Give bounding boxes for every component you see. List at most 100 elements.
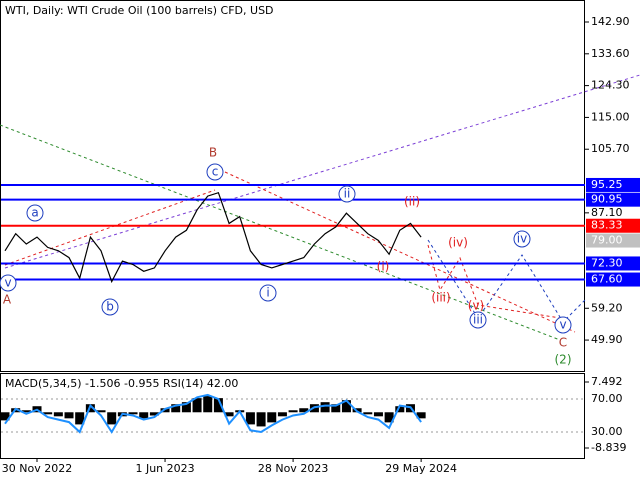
wave-label: ii bbox=[344, 187, 351, 201]
level-label: 67.60 bbox=[591, 273, 623, 286]
wave-label: v bbox=[559, 318, 566, 332]
rsi-line bbox=[4, 393, 422, 434]
macd-bar bbox=[53, 412, 63, 417]
y-tick-label: 49.90 bbox=[591, 333, 623, 346]
trend-line bbox=[0, 124, 561, 341]
wave-label: C bbox=[559, 336, 567, 350]
y2-tick-label: 30.00 bbox=[591, 425, 623, 438]
y-tick-label: 7.492 bbox=[591, 375, 623, 388]
x-tick-label: 1 Jun 2023 bbox=[135, 462, 194, 475]
level-label-box bbox=[586, 192, 640, 207]
wave-label: iv bbox=[517, 232, 527, 246]
wave-label-circle bbox=[338, 185, 356, 203]
wave-label-circle bbox=[513, 230, 531, 248]
wave-label: c bbox=[212, 165, 219, 179]
macd-bar bbox=[267, 412, 277, 423]
main-panel-frame bbox=[0, 0, 585, 372]
wave-label-circle bbox=[206, 163, 224, 181]
level-label: 83.33 bbox=[591, 219, 623, 232]
price-line bbox=[4, 191, 422, 284]
level-label: 79.00 bbox=[591, 234, 623, 247]
wave-label-circle bbox=[259, 284, 277, 302]
x-tick-label: 30 Nov 2022 bbox=[2, 462, 72, 475]
indicator-title: MACD(5,34,5) -1.506 -0.955 RSI(14) 42.00 bbox=[5, 377, 238, 390]
wave-label: B bbox=[209, 146, 217, 160]
level-label-box bbox=[586, 256, 640, 271]
macd-bar bbox=[384, 412, 394, 423]
wave-label: i bbox=[266, 286, 269, 300]
wave-label: (ii) bbox=[404, 195, 420, 209]
macd-bar bbox=[43, 412, 53, 415]
wave-lines bbox=[0, 74, 640, 341]
macd-bar bbox=[107, 412, 117, 425]
macd-bar bbox=[181, 402, 191, 413]
trend-line bbox=[4, 189, 216, 266]
wave-label: b bbox=[106, 300, 114, 314]
wave-label: (v) bbox=[468, 299, 484, 313]
level-label-box bbox=[586, 218, 640, 233]
level-label-box bbox=[586, 177, 640, 192]
macd-bar bbox=[331, 404, 341, 413]
level-label: 72.30 bbox=[591, 256, 623, 269]
macd-bar bbox=[149, 412, 159, 416]
wave-label: (iii) bbox=[431, 291, 450, 305]
macd-bar bbox=[64, 412, 74, 419]
wave-label-circle bbox=[101, 298, 119, 316]
y-tick-label: 105.70 bbox=[591, 142, 630, 155]
macd-bar bbox=[0, 412, 10, 421]
y-tick-label: 142.90 bbox=[591, 15, 630, 28]
macd-bar bbox=[75, 412, 85, 425]
macd-bar bbox=[213, 398, 223, 413]
macd-bar bbox=[96, 410, 106, 413]
macd-bar bbox=[256, 412, 266, 427]
y-tick-label: 87.10 bbox=[591, 206, 623, 219]
wave-label-circle bbox=[26, 204, 44, 222]
wave-label-circle bbox=[554, 316, 572, 334]
macd-bar bbox=[320, 402, 330, 413]
macd-bar bbox=[341, 400, 351, 413]
macd-bar bbox=[373, 412, 383, 417]
wave-label-circle bbox=[0, 274, 17, 292]
macd-bar bbox=[363, 412, 373, 415]
wave-label: (2) bbox=[555, 353, 572, 367]
macd-bar bbox=[192, 398, 202, 413]
y-tick-label: 59.20 bbox=[591, 301, 623, 314]
y-tick-label: 115.00 bbox=[591, 110, 630, 123]
wave-label: (iv) bbox=[448, 236, 468, 250]
macd-bar bbox=[128, 412, 138, 415]
macd-bar bbox=[171, 404, 181, 413]
macd-bar bbox=[299, 408, 309, 413]
wave-label: A bbox=[3, 293, 12, 307]
level-label-box bbox=[586, 272, 640, 287]
macd-bar bbox=[160, 408, 170, 413]
macd-bar bbox=[21, 410, 31, 413]
projection-line bbox=[427, 239, 586, 323]
wave-label: (i) bbox=[377, 260, 390, 274]
trend-line bbox=[4, 74, 640, 269]
x-tick-label: 28 Nov 2023 bbox=[258, 462, 328, 475]
level-label-box bbox=[586, 233, 640, 248]
macd-bar bbox=[288, 410, 298, 413]
macd-bar bbox=[395, 406, 405, 413]
macd-bar bbox=[203, 396, 213, 413]
y-tick-label: 133.60 bbox=[591, 47, 630, 60]
chart-title: WTI, Daily: WTI Crude Oil (100 barrels) … bbox=[5, 4, 274, 17]
macd-bar bbox=[277, 412, 287, 417]
macd-bar bbox=[139, 412, 149, 419]
wave-label-circle bbox=[469, 311, 487, 329]
macd-bar bbox=[416, 412, 426, 419]
wave-label: v bbox=[4, 276, 11, 290]
projection-line bbox=[427, 244, 561, 319]
level-label: 95.25 bbox=[591, 178, 623, 191]
wave-label: iii bbox=[473, 313, 483, 327]
level-label: 90.95 bbox=[591, 193, 623, 206]
x-tick-label: 29 May 2024 bbox=[385, 462, 457, 475]
y-tick-label: -8.839 bbox=[591, 441, 626, 454]
trend-line bbox=[224, 171, 576, 333]
macd-bar bbox=[224, 412, 234, 417]
y2-tick-label: 70.00 bbox=[591, 392, 623, 405]
y-tick-label: 124.30 bbox=[591, 79, 630, 92]
macd-bar bbox=[245, 412, 255, 425]
wave-label: a bbox=[31, 206, 38, 220]
